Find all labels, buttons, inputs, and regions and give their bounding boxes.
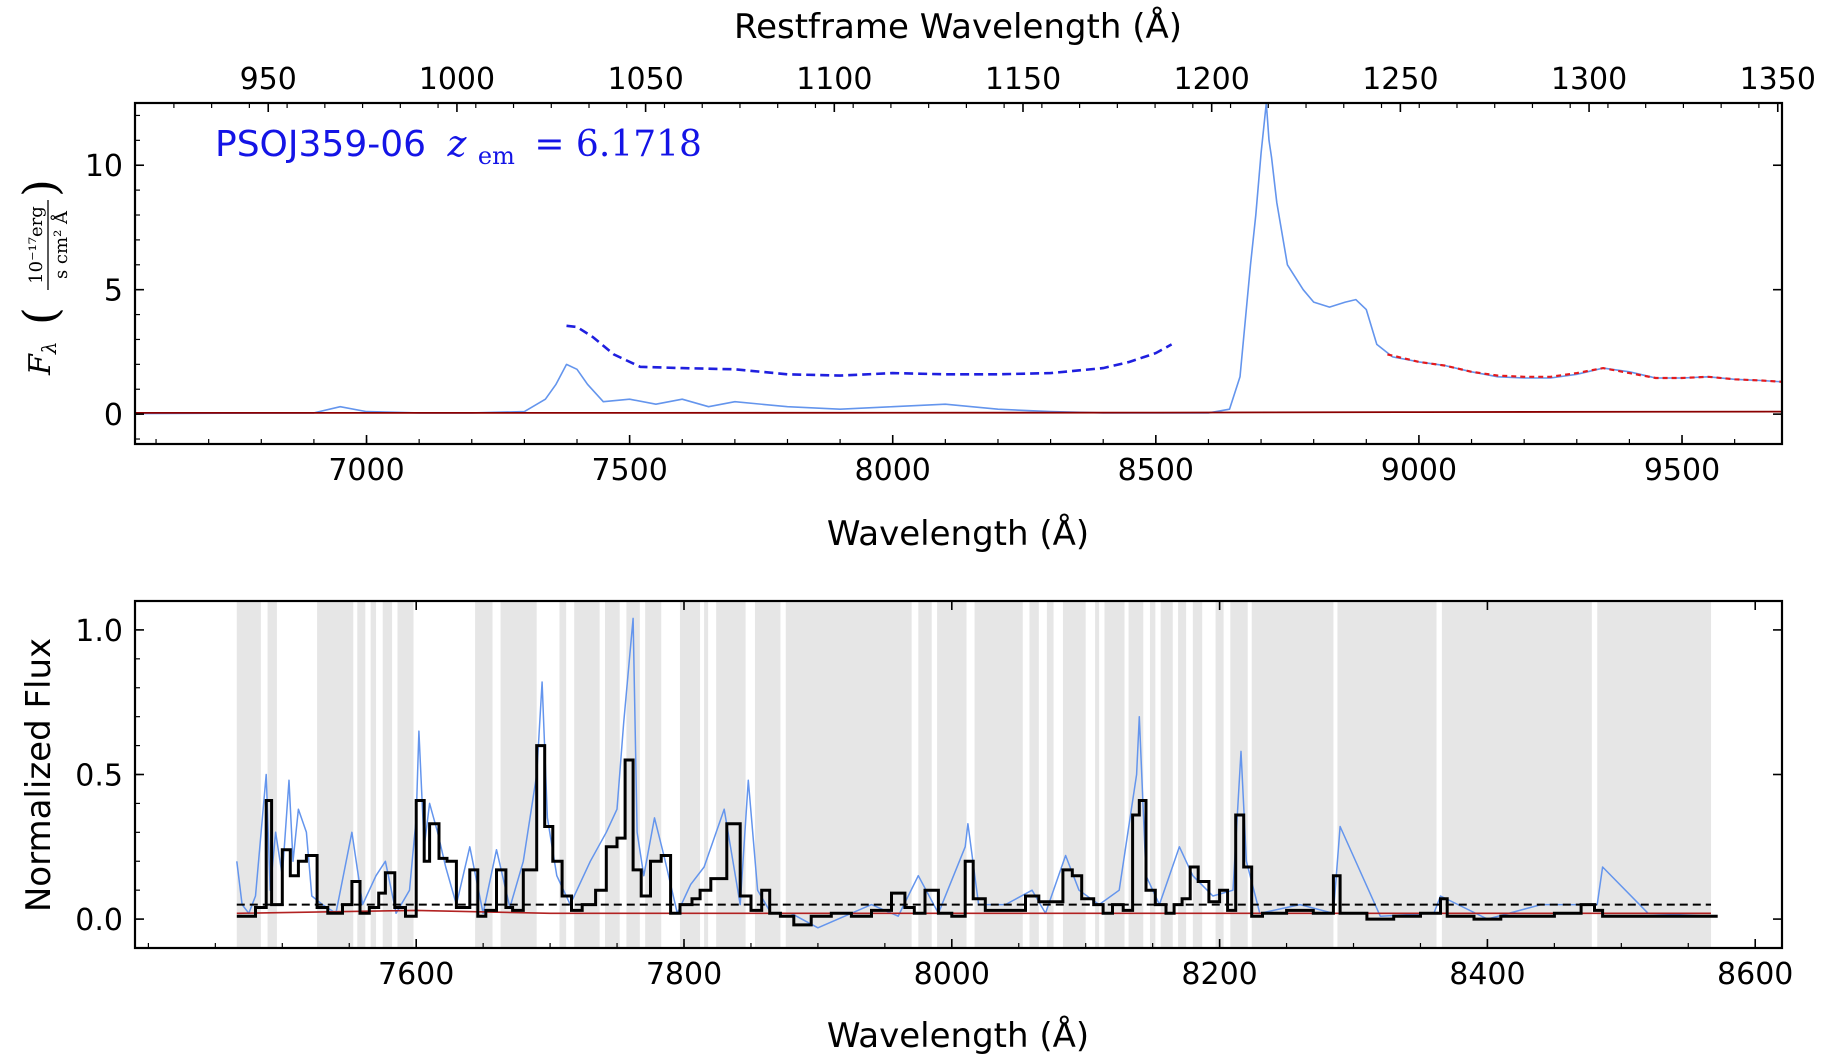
- masked-region: [382, 601, 393, 948]
- masked-region: [1215, 601, 1224, 948]
- top-xtick-label: 7000: [328, 453, 404, 488]
- bottom-ylabel: Normalized Flux: [19, 638, 59, 912]
- top-annotation-z-value: = 6.1718: [534, 124, 702, 165]
- bottom-xtick-label: 7600: [378, 957, 454, 992]
- masked-region: [1337, 601, 1437, 948]
- masked-region: [1046, 601, 1054, 948]
- top-ylabel-symbol: F: [23, 353, 58, 376]
- top-annotation-z: z: [446, 124, 467, 165]
- masked-region: [604, 601, 620, 948]
- masked-region: [937, 601, 967, 948]
- top-restframe-tick-label: 1250: [1362, 62, 1438, 97]
- masked-region: [317, 601, 354, 948]
- top-panel: 7000 7500 8000 8500 9000 9500 0 5 10 950 1000 1050 1…: [13, 6, 1816, 554]
- top-spectrum-line: [135, 103, 1782, 415]
- masked-region: [559, 601, 567, 948]
- top-xtick-label: 8500: [1118, 453, 1194, 488]
- bottom-xtick-label: 8600: [1717, 957, 1793, 992]
- top-annotation-object: PSOJ359-06: [215, 124, 426, 165]
- masked-region: [1149, 601, 1156, 948]
- masked-region: [704, 601, 709, 948]
- top-ytick-label: 0: [104, 398, 123, 433]
- top-restframe-tick-label: 1350: [1740, 62, 1816, 97]
- top-noise-line: [135, 410, 1782, 414]
- masked-region: [1178, 601, 1187, 948]
- svg-text:): ): [13, 179, 67, 197]
- top-axes-frame: [133, 101, 1784, 446]
- bottom-ytick-label: 0.0: [75, 903, 123, 938]
- bottom-xtick-label: 7800: [646, 957, 722, 992]
- svg-text:(: (: [13, 307, 67, 325]
- masked-region: [1160, 601, 1173, 948]
- masked-region: [1441, 601, 1592, 948]
- top-restframe-tick-label: 950: [240, 62, 297, 97]
- top-xtick-label: 9000: [1381, 453, 1457, 488]
- top-xtick-label: 8000: [855, 453, 931, 488]
- top-restframe-tick-label: 1100: [796, 62, 872, 97]
- top-restframe-tick-label: 1150: [985, 62, 1061, 97]
- top-spectrum-group: [135, 103, 1782, 415]
- top-restframe-tick-label: 1200: [1174, 62, 1250, 97]
- top-ytick-label: 5: [104, 274, 123, 309]
- top-xtick-label: 7500: [591, 453, 667, 488]
- masked-region: [1597, 601, 1712, 948]
- top-ylabel-sub: λ: [37, 341, 61, 355]
- masked-region: [475, 601, 493, 948]
- top-restframe-xlabel: Restframe Wavelength (Å): [734, 6, 1182, 47]
- top-xtick-label: 9500: [1644, 453, 1720, 488]
- svg-text:Fλ: Fλ: [23, 341, 61, 376]
- masked-region: [370, 601, 377, 948]
- top-xlabel: Wavelength (Å): [827, 513, 1089, 554]
- masked-region: [1029, 601, 1039, 948]
- bottom-noise-line: [236, 909, 1711, 915]
- top-restframe-tick-label: 1300: [1551, 62, 1627, 97]
- bottom-xtick-label: 8000: [914, 957, 990, 992]
- top-annotation: PSOJ359-06 z em = 6.1718: [215, 124, 702, 173]
- masked-region: [1062, 601, 1086, 948]
- masked-region: [1251, 601, 1334, 948]
- masked-region: [267, 601, 277, 948]
- bottom-binned-line: [236, 744, 1718, 927]
- top-ylabel-units-num: 10⁻¹⁷erg: [26, 206, 47, 284]
- bottom-ytick-label: 1.0: [75, 614, 123, 649]
- top-ytick-label: 10: [85, 149, 123, 184]
- masked-region: [397, 601, 414, 948]
- top-restframe-tick-label: 1050: [607, 62, 683, 97]
- bottom-xtick-label: 8200: [1181, 957, 1257, 992]
- top-ylabel-units-den: s cm² Å: [50, 210, 72, 279]
- bottom-xtick-label: 8400: [1449, 957, 1525, 992]
- top-ylabel: Fλ ( 10⁻¹⁷erg s cm² Å ): [13, 179, 72, 376]
- top-restframe-tick-label: 1000: [419, 62, 495, 97]
- masked-region: [918, 601, 932, 948]
- bottom-xlabel: Wavelength (Å): [827, 1015, 1089, 1056]
- top-continuum-line: [1387, 353, 1782, 383]
- masked-region: [1192, 601, 1203, 948]
- masked-region: [1104, 601, 1125, 948]
- top-annotation-z-sub: em: [478, 142, 515, 170]
- bottom-panel: 7600 7800 8000 8200 8400 8600 0.0 0.5 1.0 Wavele…: [19, 599, 1793, 1056]
- masked-region: [785, 601, 912, 948]
- bottom-plot-group: [236, 601, 1718, 948]
- masked-region: [754, 601, 781, 948]
- top-ticks: 7000 7500 8000 8500 9000 9500 0 5 10 950 1000 1050 1…: [85, 62, 1816, 488]
- masked-region: [1095, 601, 1100, 948]
- top-template-line: [566, 324, 1173, 377]
- bottom-ytick-label: 0.5: [75, 759, 123, 794]
- masked-region: [974, 601, 1023, 948]
- masked-region: [357, 601, 366, 948]
- masked-region: [679, 601, 701, 948]
- bottom-ticks: 7600 7800 8000 8200 8400 8600 0.0 0.5 1.0: [75, 600, 1793, 992]
